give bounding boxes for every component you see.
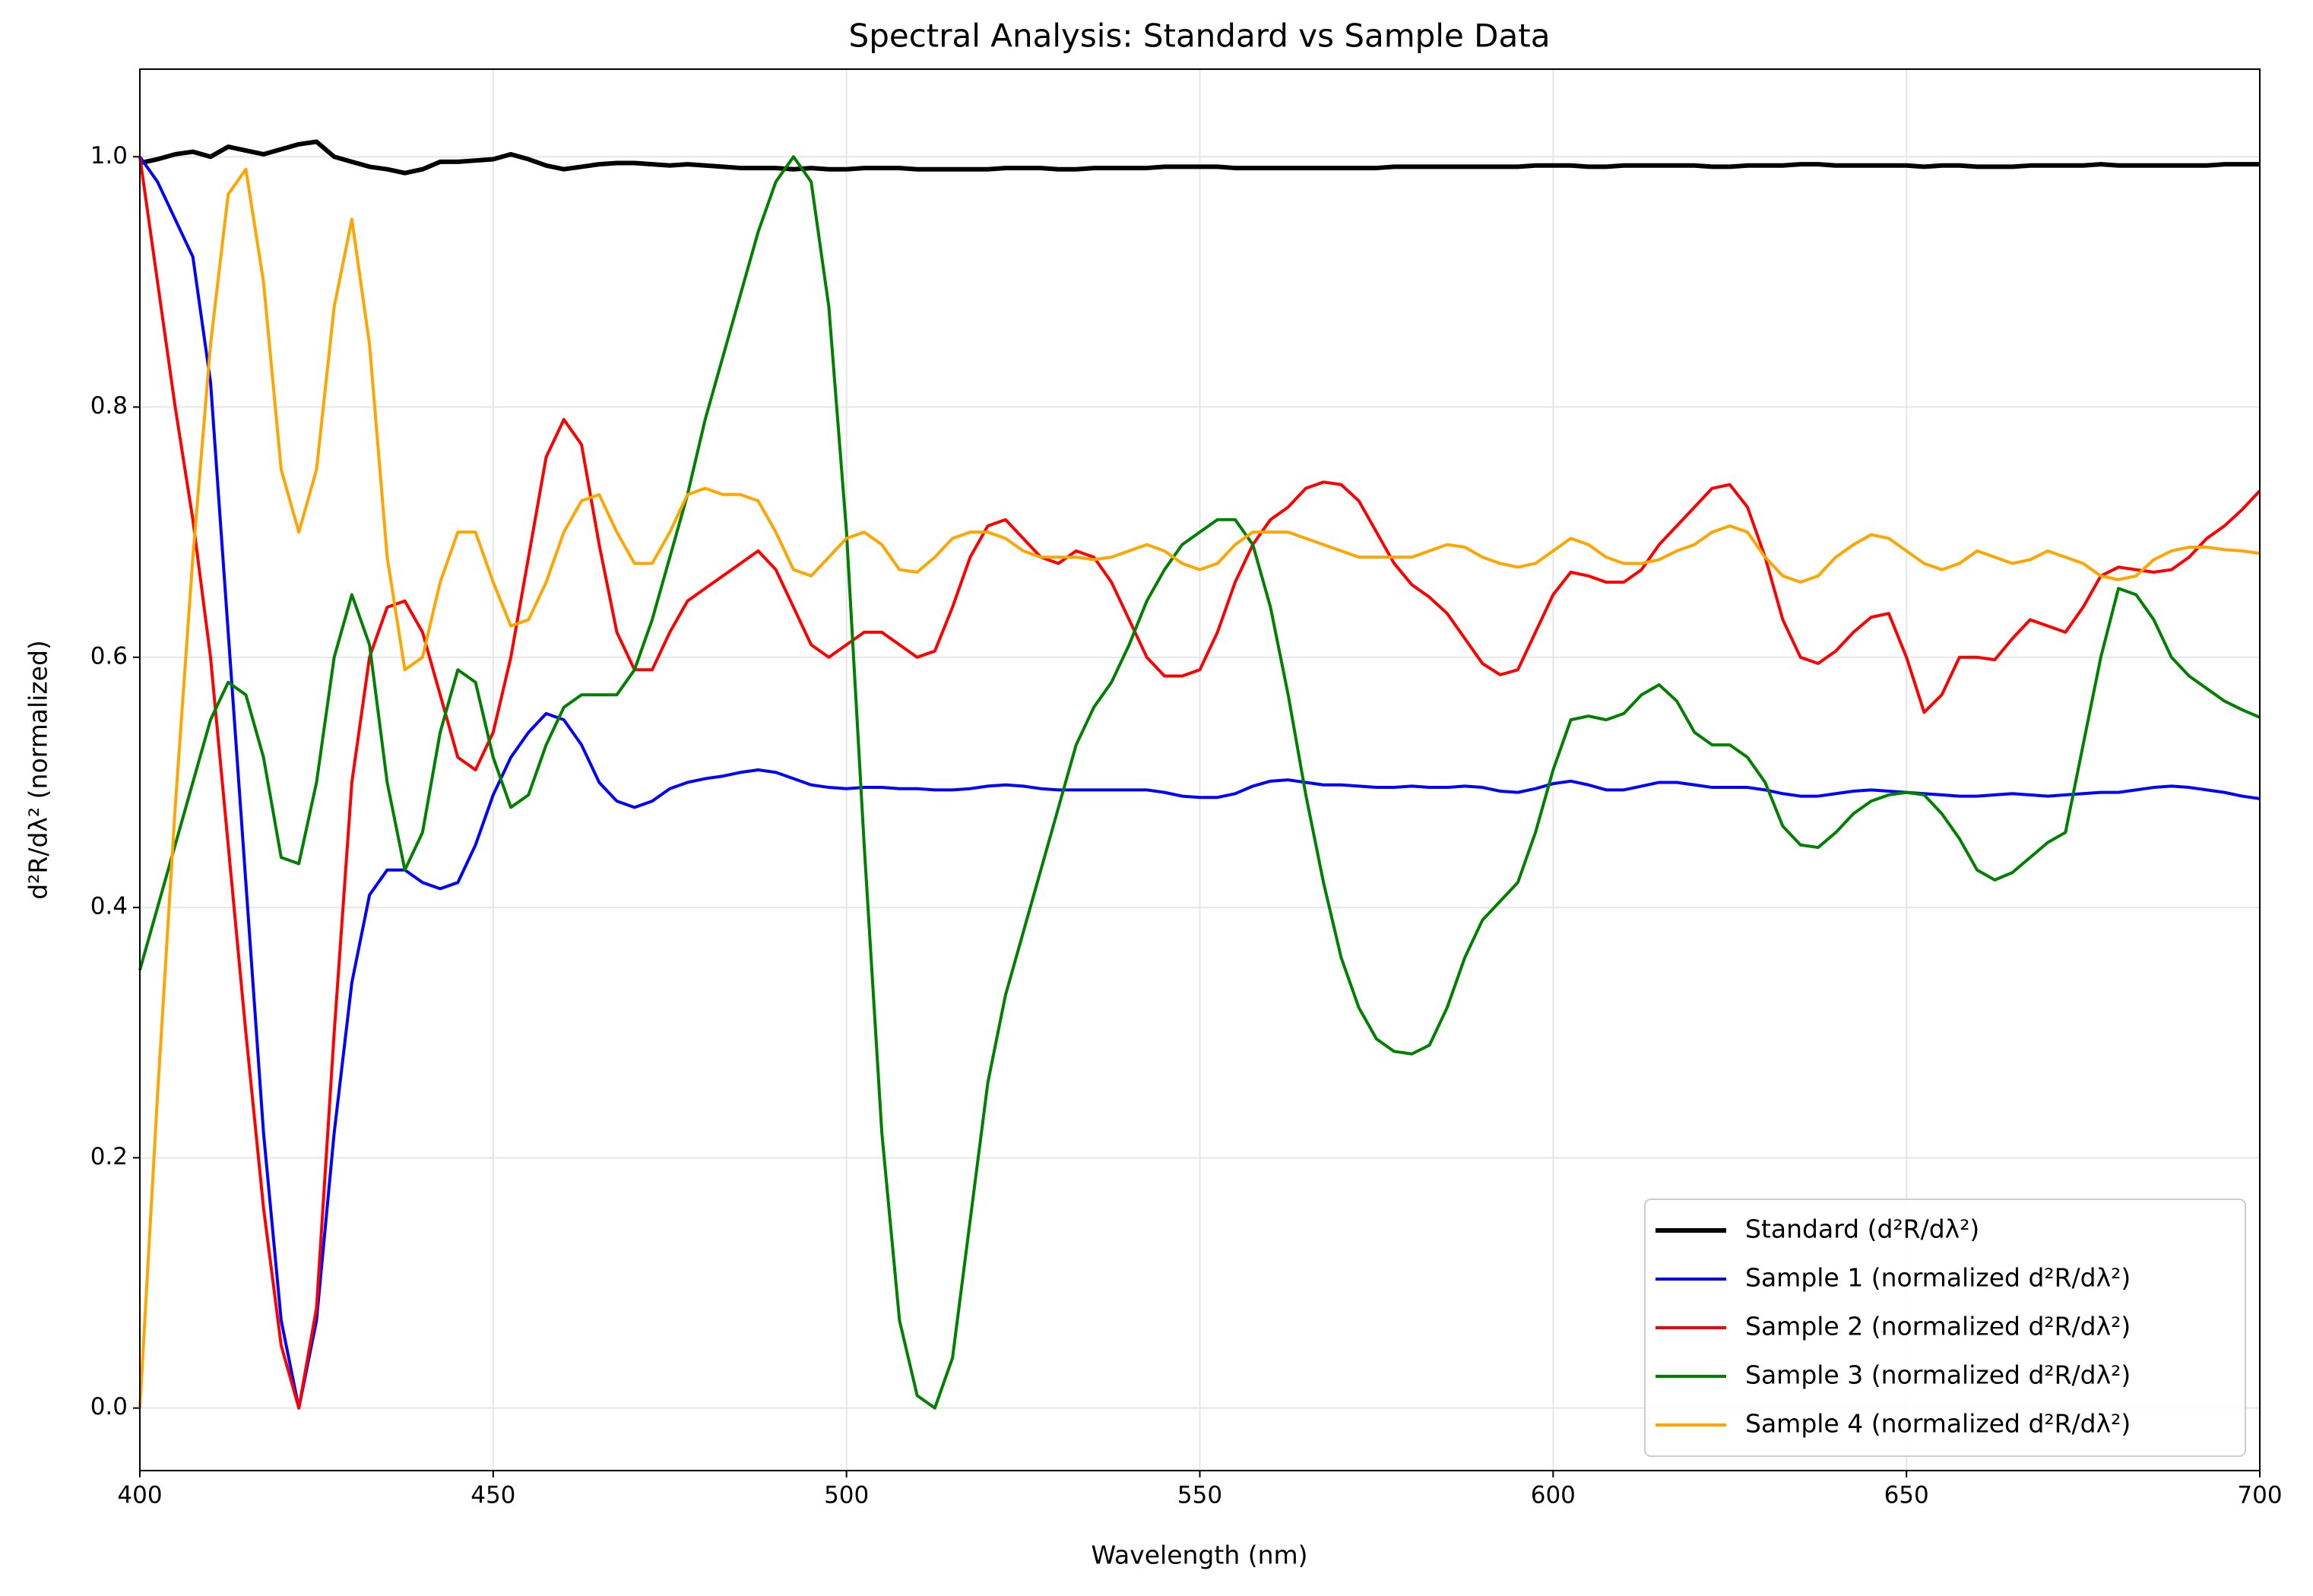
y-tick-label: 0.6 bbox=[90, 642, 128, 670]
series-line bbox=[139, 139, 2260, 176]
x-tick-label: 650 bbox=[1884, 1482, 1929, 1509]
x-tick-label: 600 bbox=[1531, 1482, 1576, 1509]
y-tick-label: 0.2 bbox=[90, 1143, 128, 1170]
y-tick-label: 0.4 bbox=[90, 893, 128, 920]
x-tick-label: 500 bbox=[824, 1482, 869, 1509]
series-line bbox=[138, 156, 2261, 1410]
x-tick-label: 700 bbox=[2237, 1482, 2282, 1509]
legend-box bbox=[1644, 1199, 2246, 1457]
y-tick-label: 0.0 bbox=[90, 1393, 128, 1420]
legend-label: Sample 2 (normalized d²R/dλ²) bbox=[1745, 1312, 2131, 1341]
y-axis-label: d²R/dλ² (normalized) bbox=[24, 640, 53, 900]
x-tick-label: 400 bbox=[117, 1482, 162, 1509]
x-axis-label: Wavelength (nm) bbox=[1091, 1541, 1307, 1570]
chart-title: Spectral Analysis: Standard vs Sample Da… bbox=[849, 17, 1551, 55]
x-tick-label: 450 bbox=[471, 1482, 515, 1509]
plot-frame bbox=[139, 68, 2261, 1471]
y-tick-label: 0.8 bbox=[90, 392, 128, 420]
legend-label: Sample 1 (normalized d²R/dλ²) bbox=[1745, 1263, 2131, 1293]
legend-label: Sample 3 (normalized d²R/dλ²) bbox=[1745, 1360, 2131, 1390]
legend-label: Standard (d²R/dλ²) bbox=[1745, 1214, 1979, 1244]
y-tick-label: 1.0 bbox=[90, 142, 128, 169]
x-tick-label: 550 bbox=[1177, 1482, 1222, 1509]
series-line bbox=[138, 155, 2261, 1410]
legend-label: Sample 4 (normalized d²R/dλ²) bbox=[1745, 1409, 2131, 1439]
series-line bbox=[138, 167, 2261, 1408]
legend: Standard (d²R/dλ²) Sample 1 (normalized d… bbox=[1644, 1199, 2246, 1457]
